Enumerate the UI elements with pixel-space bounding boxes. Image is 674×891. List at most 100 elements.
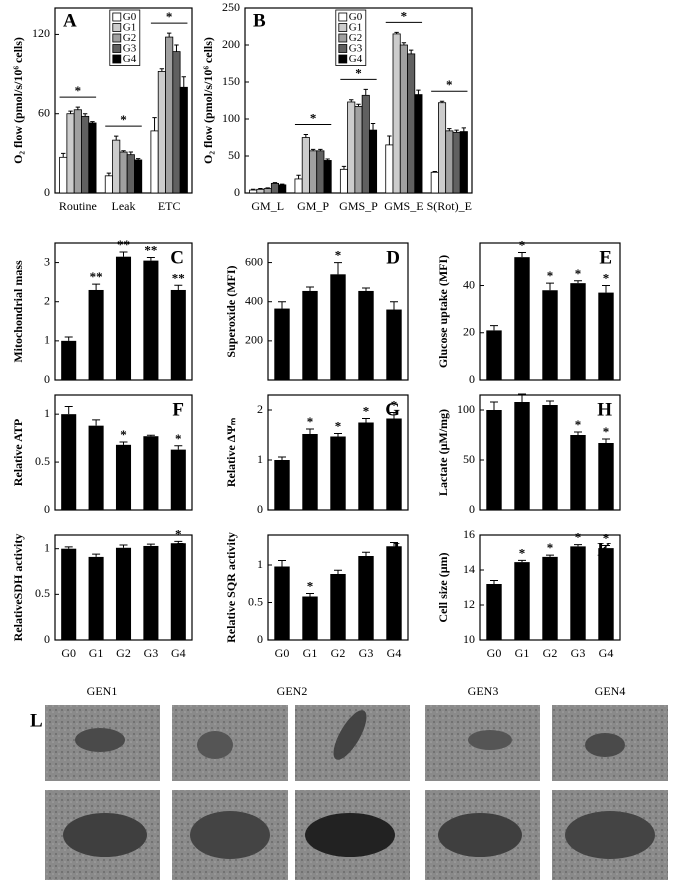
significance-label: * bbox=[575, 417, 582, 432]
bar bbox=[274, 308, 290, 380]
bar bbox=[263, 188, 272, 194]
bar bbox=[486, 410, 502, 510]
y-tick-label: 14 bbox=[463, 562, 475, 576]
significance-label: * bbox=[401, 8, 408, 23]
error-bar bbox=[461, 127, 467, 132]
y-tick-label: 0 bbox=[257, 632, 263, 646]
y-axis-label: RelativeSDH activity bbox=[11, 534, 25, 642]
error-bar bbox=[174, 540, 183, 544]
y-tick-label: 0.5 bbox=[248, 594, 263, 608]
error-bar bbox=[408, 49, 414, 54]
bar bbox=[88, 556, 104, 640]
bar bbox=[316, 150, 325, 194]
bar bbox=[339, 168, 349, 194]
significance-label: * bbox=[175, 526, 182, 541]
error-bar bbox=[146, 434, 155, 437]
panel-letter: A bbox=[63, 10, 77, 31]
error-bar bbox=[490, 325, 498, 331]
error-bar bbox=[370, 122, 376, 131]
bar bbox=[598, 292, 614, 380]
significance-label: * bbox=[175, 431, 182, 446]
bar bbox=[134, 159, 143, 194]
y-tick-label: 0 bbox=[44, 185, 50, 199]
y-tick-label: 100 bbox=[222, 111, 240, 125]
bar bbox=[88, 122, 97, 194]
y-tick-label: 10 bbox=[463, 632, 475, 646]
bar bbox=[358, 422, 374, 510]
error-bar bbox=[447, 128, 452, 131]
bar bbox=[301, 137, 310, 194]
bar bbox=[157, 71, 166, 194]
bar bbox=[274, 566, 290, 640]
mitochondrion bbox=[75, 728, 125, 752]
bar bbox=[542, 290, 558, 380]
bar bbox=[73, 109, 82, 194]
bar bbox=[115, 256, 132, 380]
error-bar bbox=[341, 165, 347, 170]
y-tick-label: 50 bbox=[463, 452, 475, 466]
bar bbox=[368, 129, 378, 194]
y-tick-label: 120 bbox=[32, 26, 50, 40]
y-axis-label: Relative ΔΨₘ bbox=[224, 418, 238, 487]
bar bbox=[570, 546, 586, 640]
error-bar bbox=[602, 285, 610, 293]
x-tick-label: G0 bbox=[487, 646, 502, 660]
bar bbox=[278, 184, 287, 194]
x-tick-label: Routine bbox=[59, 199, 97, 213]
bar bbox=[399, 44, 408, 194]
significance-label: * bbox=[603, 271, 610, 286]
y-tick-label: 150 bbox=[222, 74, 240, 88]
error-bar bbox=[490, 401, 498, 410]
y-tick-label: 1 bbox=[44, 406, 50, 420]
micrograph-panel: L GEN1 GEN2 GEN3 GEN4 bbox=[30, 684, 668, 880]
error-bar bbox=[439, 100, 445, 103]
error-bar bbox=[272, 182, 278, 184]
error-bar bbox=[574, 280, 582, 284]
bar bbox=[119, 151, 128, 194]
y-tick-label: 2 bbox=[257, 402, 263, 416]
bar bbox=[170, 289, 186, 380]
panel-letter: H bbox=[597, 399, 612, 420]
x-tick-label: GM_L bbox=[251, 199, 284, 213]
bar bbox=[570, 435, 586, 510]
chart-panel: 0 50 100 150 200 250 O₂ flow (pmol/s/10⁶ cells… bbox=[201, 0, 473, 213]
error-bar bbox=[166, 32, 172, 38]
y-tick-label: 100 bbox=[457, 402, 475, 416]
legend-swatch bbox=[112, 54, 122, 64]
error-bar bbox=[278, 456, 286, 460]
significance-label: * bbox=[166, 9, 173, 24]
x-tick-label: G2 bbox=[116, 646, 131, 660]
error-bar bbox=[114, 135, 119, 141]
y-tick-label: 0 bbox=[234, 185, 240, 199]
error-bar bbox=[390, 412, 398, 419]
error-bar bbox=[92, 553, 101, 557]
significance-label: * bbox=[547, 540, 554, 555]
bar bbox=[542, 556, 558, 640]
bar bbox=[347, 101, 356, 194]
bar bbox=[386, 309, 402, 380]
bar bbox=[514, 562, 530, 640]
bar bbox=[112, 139, 121, 194]
error-bar bbox=[334, 433, 342, 437]
y-tick-label: 1 bbox=[257, 557, 263, 571]
bar bbox=[143, 545, 159, 640]
error-bar bbox=[159, 68, 165, 72]
bar bbox=[354, 106, 363, 194]
bar bbox=[570, 283, 586, 380]
error-bar bbox=[416, 89, 421, 95]
bar bbox=[542, 405, 558, 510]
bar bbox=[170, 543, 186, 640]
error-bar bbox=[90, 121, 95, 123]
y-axis-label: Relative SQR activity bbox=[224, 532, 238, 643]
legend-swatch bbox=[338, 23, 348, 32]
significance-label: * bbox=[446, 77, 453, 92]
bar bbox=[274, 460, 290, 510]
significance-label: * bbox=[575, 266, 582, 281]
bar bbox=[452, 131, 461, 194]
error-bar bbox=[296, 174, 301, 179]
bar bbox=[143, 436, 159, 510]
bar bbox=[88, 425, 104, 510]
legend-swatch bbox=[112, 33, 122, 43]
x-tick-label: G0 bbox=[275, 646, 290, 660]
